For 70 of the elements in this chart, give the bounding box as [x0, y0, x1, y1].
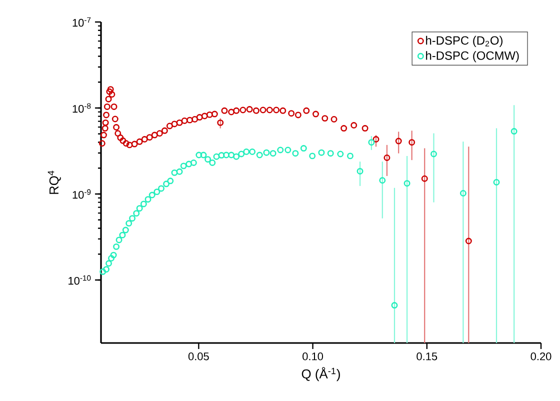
point: [119, 232, 126, 238]
point: [106, 260, 112, 267]
point: [218, 152, 225, 159]
point: [100, 268, 106, 275]
point: [493, 179, 500, 186]
point: [133, 210, 140, 217]
point: [204, 156, 212, 163]
point: [277, 146, 284, 154]
point: [256, 152, 263, 158]
point: [327, 150, 334, 157]
x-tick-label: 0.05: [188, 352, 209, 360]
point: [171, 169, 178, 176]
point: [116, 236, 122, 244]
point: [110, 252, 117, 258]
point: [176, 168, 183, 175]
point: [108, 255, 115, 262]
point: [379, 177, 386, 184]
point: [148, 192, 156, 198]
point: [309, 152, 316, 160]
point: [318, 149, 325, 156]
point: [300, 145, 307, 152]
point: [196, 152, 202, 158]
point: [144, 196, 152, 203]
legend-label: h-DSPC (OCMW): [426, 51, 519, 62]
point: [209, 159, 216, 166]
point: [263, 149, 270, 156]
y-tick-label: 10$^{-9}$: [72, 189, 91, 199]
point: [404, 180, 410, 187]
y-tick-label: 10$^{-7}$: [72, 17, 91, 27]
point: [163, 180, 170, 188]
point: [126, 220, 132, 227]
point: [249, 148, 256, 155]
point: [190, 159, 197, 166]
point: [113, 243, 120, 250]
point: [337, 150, 344, 158]
x-tick-label: 0.10: [302, 352, 324, 360]
point: [292, 150, 299, 157]
point: [460, 190, 466, 196]
point: [158, 185, 164, 192]
y-axis-title: RQ$^{4}$: [48, 170, 61, 194]
x-tick-label: 0.15: [416, 352, 438, 360]
point: [243, 148, 250, 155]
point: [122, 226, 129, 234]
x-tick-label: 0.20: [530, 352, 552, 360]
point: [238, 150, 245, 158]
point: [368, 139, 375, 146]
y-tick-label: 10$^{-8}$: [72, 103, 91, 113]
point: [103, 266, 110, 273]
point: [167, 178, 174, 184]
point: [223, 152, 230, 158]
point: [228, 152, 235, 158]
y-tick-label: 10$^{-10}$: [68, 275, 91, 285]
legend-label: h-DSPC (D$_{2}$O): [426, 36, 502, 48]
point: [346, 152, 354, 160]
point: [154, 188, 160, 196]
point: [213, 153, 220, 160]
point: [129, 215, 136, 222]
point: [186, 160, 192, 168]
point: [200, 152, 207, 158]
point: [284, 146, 292, 154]
point: [356, 168, 364, 174]
point: [180, 162, 187, 170]
point: [136, 205, 143, 212]
point: [233, 153, 240, 160]
point: [391, 302, 398, 309]
x-axis-title: Q (Å$^{-1}$): [302, 367, 340, 382]
point: [140, 200, 147, 208]
point: [430, 150, 437, 158]
point: [510, 128, 518, 135]
point: [270, 150, 276, 157]
